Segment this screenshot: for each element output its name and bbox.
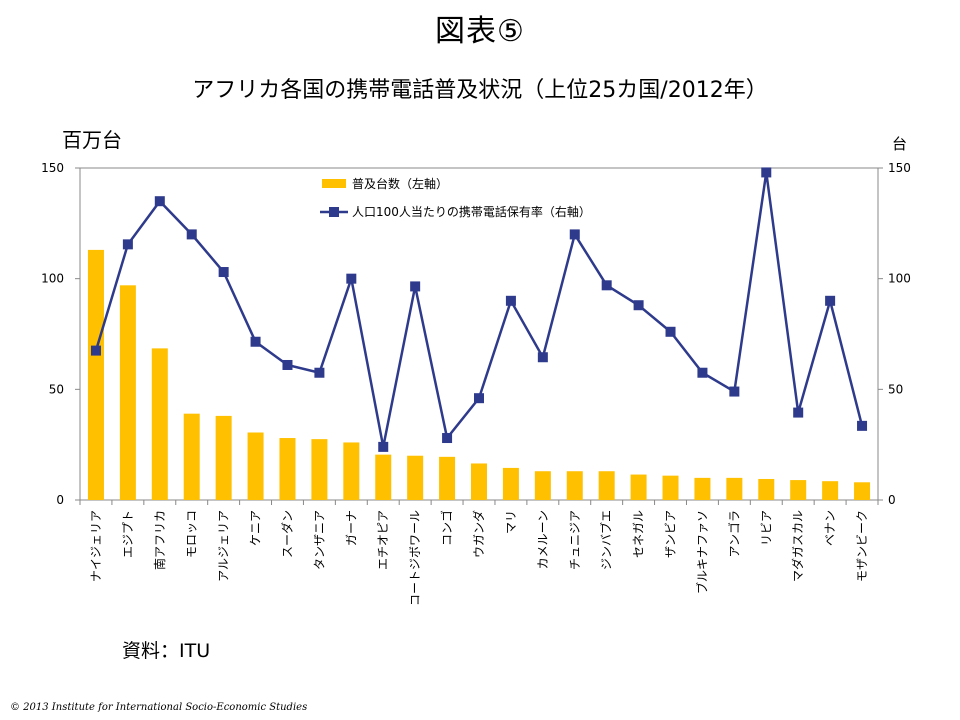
- category-label: エジプト: [121, 510, 135, 558]
- category-label: ガーナ: [344, 510, 358, 546]
- category-label: アンゴラ: [726, 510, 741, 558]
- bar: [630, 474, 647, 500]
- line-marker: [154, 196, 165, 207]
- right-axis-tick-label: 100: [888, 272, 911, 286]
- line-marker: [378, 441, 389, 452]
- bar: [279, 438, 296, 500]
- figure-label: 図表⑤: [435, 14, 525, 49]
- bar: [247, 432, 264, 500]
- line-marker: [442, 433, 453, 444]
- bar: [662, 475, 679, 500]
- line-marker: [186, 229, 197, 240]
- bar: [534, 471, 551, 500]
- copyright-notice: © 2013 Institute for International Socio…: [10, 702, 308, 713]
- category-label: モザンビーク: [855, 510, 869, 582]
- left-axis-tick-label: 0: [56, 493, 64, 507]
- line-marker: [90, 345, 101, 356]
- line-marker: [601, 280, 612, 291]
- line-marker: [250, 336, 261, 347]
- category-label: ブルキナファソ: [694, 510, 709, 594]
- legend-swatch-marker: [329, 207, 339, 217]
- left-axis-unit: 百万台: [62, 128, 122, 152]
- right-axis-unit: 台: [892, 135, 908, 153]
- line-marker: [569, 229, 580, 240]
- category-label: ザンビア: [664, 510, 678, 558]
- bar: [726, 477, 743, 500]
- line-marker: [346, 273, 357, 284]
- bar: [854, 482, 871, 500]
- category-label: リビア: [759, 510, 773, 546]
- bar: [311, 439, 328, 500]
- line-marker: [282, 359, 293, 370]
- category-label: ウガンダ: [471, 510, 486, 558]
- line-marker: [793, 407, 804, 418]
- category-label: チュニジア: [568, 510, 582, 570]
- line-marker: [537, 352, 548, 363]
- category-label: カメルーン: [536, 510, 550, 569]
- legend-swatch-bar: [322, 179, 346, 188]
- bar: [183, 413, 200, 500]
- legend-label-line: 人口100人当たりの携帯電話保有率（右軸）: [352, 204, 591, 219]
- category-label: ベナン: [823, 510, 837, 546]
- category-label: ジンバブエ: [599, 510, 614, 570]
- line-marker: [857, 420, 868, 431]
- bar: [758, 478, 775, 500]
- bar: [119, 285, 136, 500]
- category-label: ケニア: [249, 510, 263, 546]
- line-marker: [825, 295, 836, 306]
- category-label: マリ: [504, 510, 518, 534]
- line-marker: [633, 300, 644, 311]
- legend-label-bar: 普及台数（左軸）: [352, 176, 448, 191]
- source-note: 資料：ITU: [122, 640, 211, 662]
- line-marker: [697, 367, 708, 378]
- line-marker: [218, 267, 229, 278]
- category-label: タンザニア: [312, 510, 326, 570]
- category-label: アルジェリア: [217, 510, 231, 582]
- bar: [439, 456, 456, 500]
- right-axis-tick-label: 50: [888, 382, 903, 396]
- line-marker: [474, 393, 484, 404]
- category-label: ナイジェリア: [89, 510, 103, 582]
- category-label: マダガスカル: [790, 510, 805, 582]
- line-marker: [761, 167, 772, 178]
- bar: [822, 481, 839, 500]
- right-axis-tick-label: 150: [888, 161, 911, 175]
- category-label: モロッコ: [185, 510, 199, 558]
- line-marker: [729, 386, 740, 397]
- category-label: 南アフリカ: [152, 510, 167, 570]
- bar: [790, 480, 807, 500]
- bar: [87, 249, 104, 500]
- bar: [566, 471, 583, 500]
- category-label: コンゴ: [439, 510, 454, 546]
- line-marker: [665, 326, 676, 337]
- line-marker: [505, 295, 516, 306]
- bar: [407, 455, 424, 500]
- category-label: セネガル: [632, 510, 646, 558]
- bar: [502, 467, 519, 500]
- line-marker: [410, 281, 421, 292]
- chart-title: アフリカ各国の携帯電話普及状況（上位25カ国/2012年）: [192, 78, 768, 103]
- left-axis-tick-label: 150: [41, 161, 64, 175]
- category-label: エチオピア: [376, 510, 390, 570]
- category-label: スーダン: [279, 510, 294, 558]
- line-marker: [314, 367, 325, 378]
- bar: [375, 454, 392, 500]
- bar: [694, 477, 711, 500]
- bar: [598, 471, 615, 500]
- left-axis-tick-label: 100: [41, 272, 64, 286]
- bar: [343, 442, 360, 500]
- left-axis-tick-label: 50: [49, 382, 64, 396]
- bar: [471, 463, 487, 500]
- line-marker: [122, 239, 133, 250]
- category-label: コートジボワール: [408, 510, 422, 606]
- right-axis-tick-label: 0: [888, 493, 896, 507]
- bar: [215, 415, 232, 500]
- bar: [151, 348, 168, 500]
